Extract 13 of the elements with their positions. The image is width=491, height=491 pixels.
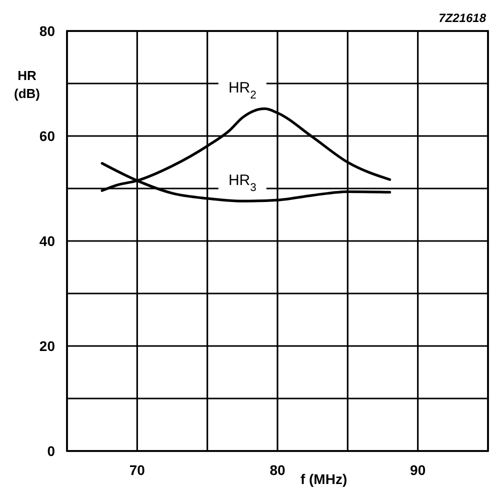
x-tick-label: 70: [129, 462, 146, 478]
y-tick-label: 20: [39, 338, 56, 354]
text: 7Z21618: [438, 11, 486, 25]
y-tick-label: 80: [39, 23, 56, 39]
y-axis-title: HR (dB): [14, 68, 40, 101]
series-label: HR$_{3}$: [228, 172, 256, 194]
x-axis-title: f (MHz): [300, 471, 348, 487]
x-tick-label: 90: [410, 462, 426, 478]
y-tick-label: 0: [47, 443, 56, 459]
series-label: HR$_{2}$: [228, 80, 256, 102]
y-tick-label: 60: [39, 128, 56, 144]
x-tick-label: 80: [270, 462, 286, 478]
y-tick-label: 40: [39, 233, 56, 249]
